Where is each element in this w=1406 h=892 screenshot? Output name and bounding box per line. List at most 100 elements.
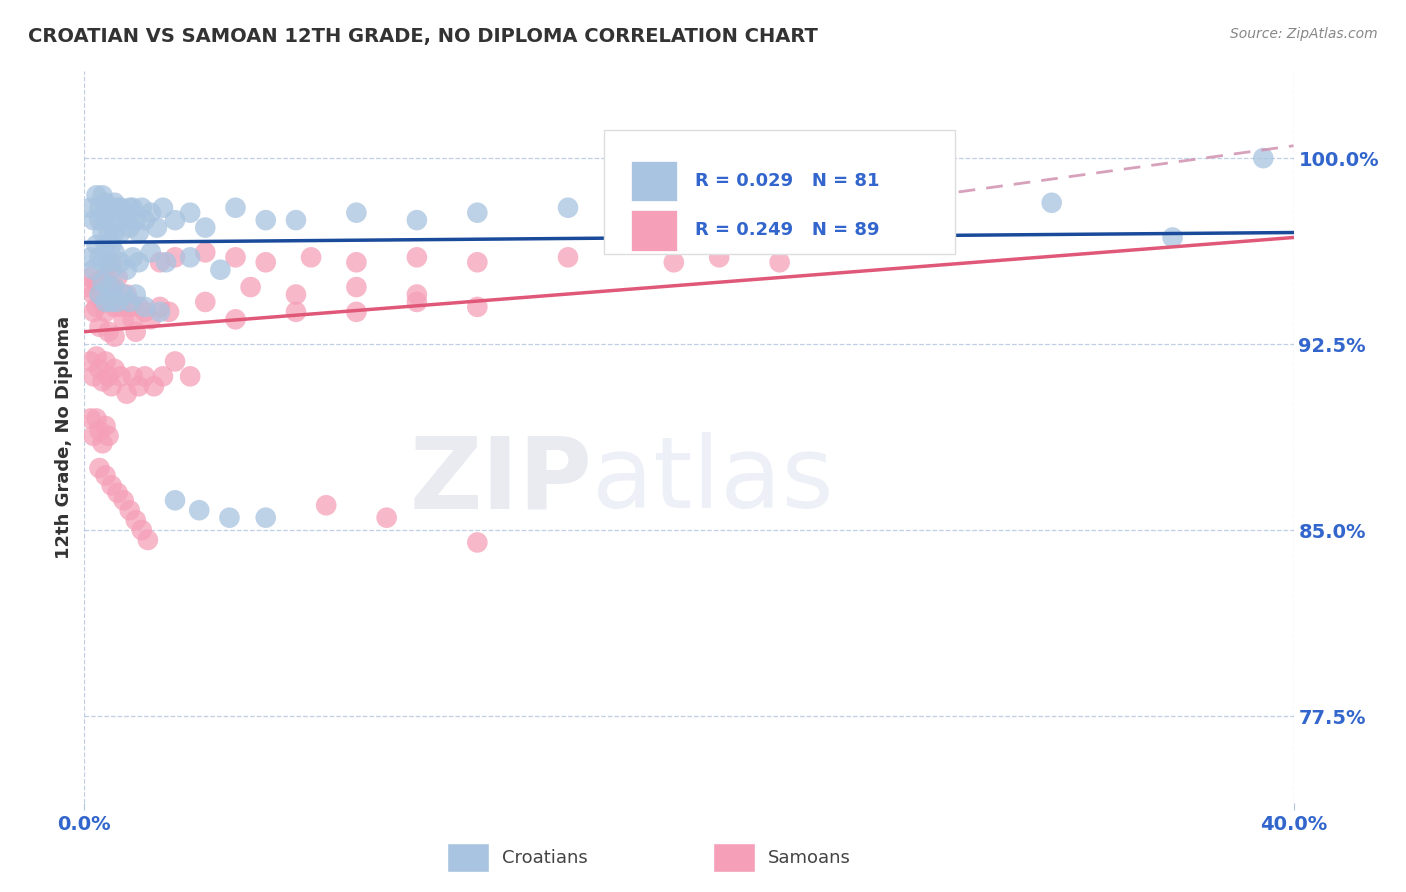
Point [1161, 230, 1184, 244]
Point [76, 280, 98, 294]
Point [94, 295, 117, 310]
Point [146, 220, 169, 235]
Point [406, 287, 429, 301]
Point [799, 201, 821, 215]
Point [86, 238, 108, 252]
Y-axis label: 12th Grade, No Diploma: 12th Grade, No Diploma [55, 316, 73, 558]
Point [121, 201, 143, 215]
Point [94, 354, 117, 368]
Point [134, 213, 156, 227]
Point [94, 213, 117, 227]
Point [179, 205, 201, 219]
Point [149, 305, 172, 319]
Point [110, 255, 132, 269]
Point [346, 280, 368, 294]
Point [86, 350, 108, 364]
Point [194, 245, 217, 260]
Bar [631, 161, 676, 202]
Point [134, 300, 156, 314]
Point [467, 300, 489, 314]
Point [315, 498, 337, 512]
Point [100, 262, 122, 277]
Point [128, 255, 150, 269]
Point [91, 275, 114, 289]
Point [139, 245, 162, 260]
Point [406, 250, 429, 264]
Point [299, 250, 322, 264]
Point [142, 379, 165, 393]
Point [86, 411, 108, 425]
Point [91, 374, 114, 388]
Point [121, 369, 143, 384]
Point [79, 354, 101, 368]
Point [97, 369, 120, 384]
Bar [631, 211, 676, 251]
Point [118, 503, 141, 517]
Point [97, 429, 120, 443]
Point [89, 319, 111, 334]
Point [225, 250, 247, 264]
Point [94, 468, 117, 483]
Point [89, 461, 111, 475]
Point [89, 250, 111, 264]
Point [89, 424, 111, 438]
Point [128, 226, 150, 240]
Point [149, 300, 172, 314]
Point [131, 523, 153, 537]
Point [79, 411, 101, 425]
Point [194, 295, 217, 310]
Point [467, 535, 489, 549]
Point [112, 493, 135, 508]
Point [100, 379, 122, 393]
Point [100, 295, 122, 310]
Point [94, 418, 117, 433]
Point [225, 312, 247, 326]
Point [709, 250, 731, 264]
Point [1253, 151, 1275, 165]
Point [82, 429, 104, 443]
Point [110, 300, 132, 314]
Point [112, 287, 135, 301]
Bar [447, 843, 489, 872]
Point [97, 280, 120, 294]
Point [152, 201, 174, 215]
Point [125, 287, 148, 301]
Point [97, 255, 120, 269]
Point [82, 305, 104, 319]
Point [125, 325, 148, 339]
Point [107, 201, 129, 215]
Point [125, 513, 148, 527]
Point [100, 255, 122, 269]
Text: R = 0.249   N = 89: R = 0.249 N = 89 [695, 221, 880, 239]
Point [225, 201, 247, 215]
Point [100, 238, 122, 252]
Point [115, 287, 138, 301]
Point [107, 486, 129, 500]
Point [82, 213, 104, 227]
Point [118, 220, 141, 235]
Point [406, 295, 429, 310]
Bar [713, 843, 755, 872]
Text: Source: ZipAtlas.com: Source: ZipAtlas.com [1230, 27, 1378, 41]
Point [254, 255, 277, 269]
Point [91, 226, 114, 240]
Point [89, 201, 111, 215]
FancyBboxPatch shape [605, 130, 955, 254]
Text: CROATIAN VS SAMOAN 12TH GRADE, NO DIPLOMA CORRELATION CHART: CROATIAN VS SAMOAN 12TH GRADE, NO DIPLOM… [28, 27, 818, 45]
Point [134, 305, 156, 319]
Point [82, 287, 104, 301]
Point [467, 255, 489, 269]
Point [285, 287, 308, 301]
Point [91, 295, 114, 310]
Text: Croatians: Croatians [502, 848, 588, 867]
Point [285, 305, 308, 319]
Point [110, 369, 132, 384]
Point [115, 386, 138, 401]
Point [94, 195, 117, 210]
Point [134, 369, 156, 384]
Point [125, 213, 148, 227]
Point [254, 213, 277, 227]
Point [131, 201, 153, 215]
Point [89, 287, 111, 301]
Point [165, 493, 187, 508]
